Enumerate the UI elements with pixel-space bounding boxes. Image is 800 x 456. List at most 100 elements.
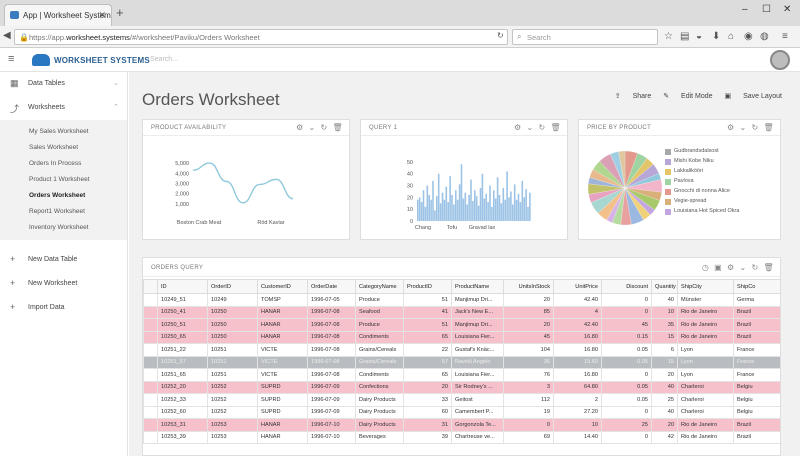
column-header[interactable]: OrderDate: [307, 279, 356, 294]
table-cell[interactable]: Charleroi: [677, 405, 734, 419]
table-cell[interactable]: 2: [553, 393, 602, 407]
table-cell[interactable]: 41: [403, 305, 452, 319]
table-cell[interactable]: SUPRD: [257, 405, 308, 419]
table-cell[interactable]: Dairy Products: [355, 405, 404, 419]
table-cell[interactable]: 10250_65: [157, 330, 208, 344]
table-cell[interactable]: 10253: [207, 430, 258, 444]
gear-icon[interactable]: ⚙: [727, 123, 735, 132]
table-cell[interactable]: 10252: [207, 393, 258, 407]
table-cell[interactable]: 6: [651, 343, 678, 357]
table-cell[interactable]: 76: [503, 368, 554, 382]
table-cell[interactable]: 10: [553, 418, 602, 432]
table-cell[interactable]: 1996-07-08: [307, 318, 356, 332]
table-row[interactable]: 10252_33 10252 SUPRD 1996-07-09 Dairy Produc…: [143, 393, 780, 407]
table-cell[interactable]: 1996-07-08: [307, 305, 356, 319]
table-cell[interactable]: Gorgonzola Te...: [451, 418, 504, 432]
table-cell[interactable]: Charleroi: [677, 393, 734, 407]
pocket-icon[interactable]: ◒: [696, 31, 703, 42]
home-icon[interactable]: ⌂: [728, 31, 735, 42]
table-cell[interactable]: Lyon: [677, 343, 734, 357]
table-cell[interactable]: Münster: [677, 293, 734, 307]
trash-icon[interactable]: 🗑: [550, 123, 561, 132]
table-cell[interactable]: 45: [601, 318, 652, 332]
table-cell[interactable]: 1996-07-08: [307, 343, 356, 357]
table-cell[interactable]: 4: [553, 305, 602, 319]
table-cell[interactable]: HANAR: [257, 330, 308, 344]
table-cell[interactable]: 104: [503, 343, 554, 357]
table-cell[interactable]: 20: [503, 318, 554, 332]
table-cell[interactable]: Rio de Janeiro: [677, 430, 734, 444]
row-selector[interactable]: [143, 318, 158, 332]
new-tab-icon[interactable]: +: [116, 5, 124, 20]
table-cell[interactable]: 45: [503, 330, 554, 344]
table-cell[interactable]: 20: [651, 418, 678, 432]
sidebar-subitem[interactable]: Report1 Worksheet: [29, 208, 85, 215]
table-cell[interactable]: Belgiu: [733, 405, 780, 419]
table-cell[interactable]: 0: [503, 418, 554, 432]
table-cell[interactable]: 40: [651, 380, 678, 394]
table-cell[interactable]: Belgiu: [733, 393, 780, 407]
hamburger-icon[interactable]: ≡: [8, 53, 15, 65]
table-cell[interactable]: Gustaf's Knäc...: [451, 343, 504, 357]
table-cell[interactable]: Confections: [355, 380, 404, 394]
table-cell[interactable]: Brazil: [733, 330, 780, 344]
chevron-down-icon[interactable]: ⌄: [739, 263, 747, 272]
row-selector[interactable]: [143, 330, 158, 344]
row-selector[interactable]: [143, 293, 158, 307]
trash-icon[interactable]: 🗑: [332, 123, 343, 132]
table-cell[interactable]: Chartreuse ve...: [451, 430, 504, 444]
table-cell[interactable]: 40: [651, 293, 678, 307]
close-window-icon[interactable]: ✕: [783, 4, 792, 15]
download-icon[interactable]: ⬇: [712, 31, 721, 42]
maximize-icon[interactable]: ☐: [762, 4, 771, 15]
sidebar-item-worksheets[interactable]: ⤴ Worksheets ⌃: [0, 96, 127, 120]
table-cell[interactable]: Beverages: [355, 430, 404, 444]
table-row[interactable]: 10251_65 10251 VICTE 1996-07-08 Condiments 65…: [143, 368, 780, 382]
sidebar-subitem[interactable]: Product 1 Worksheet: [29, 176, 90, 183]
clock-icon[interactable]: ◷: [701, 263, 710, 272]
sidebar-item-new-worksheet[interactable]: + New Worksheet: [0, 272, 127, 296]
save-layout-button[interactable]: ▣ Save Layout: [724, 93, 782, 100]
save-icon[interactable]: ▣: [714, 263, 723, 272]
table-cell[interactable]: France: [733, 355, 780, 369]
browser-tab[interactable]: App | Worksheet Systems ✕: [4, 4, 112, 26]
table-cell[interactable]: 10: [651, 305, 678, 319]
table-cell[interactable]: 20: [403, 380, 452, 394]
table-cell[interactable]: 25: [601, 418, 652, 432]
sidebar-subitem[interactable]: Sales Worksheet: [29, 144, 79, 151]
table-cell[interactable]: 15: [651, 330, 678, 344]
reload-icon[interactable]: ↻: [497, 31, 504, 40]
table-cell[interactable]: 33: [403, 393, 452, 407]
table-cell[interactable]: Louisiana Fier...: [451, 330, 504, 344]
row-selector[interactable]: [143, 355, 158, 369]
table-cell[interactable]: Rio de Janeiro: [677, 330, 734, 344]
table-cell[interactable]: Seafood: [355, 305, 404, 319]
table-cell[interactable]: 16.80: [553, 330, 602, 344]
sidebar-item-new-data-table[interactable]: + New Data Table: [0, 248, 127, 272]
table-cell[interactable]: 20: [503, 293, 554, 307]
sync-icon[interactable]: ◍: [760, 31, 769, 42]
table-cell[interactable]: Sir Rodney's ...: [451, 380, 504, 394]
table-cell[interactable]: 0.05: [601, 393, 652, 407]
table-cell[interactable]: Brazil: [733, 318, 780, 332]
table-cell[interactable]: Lyon: [677, 368, 734, 382]
column-header[interactable]: ID: [157, 279, 208, 294]
table-cell[interactable]: 36: [503, 355, 554, 369]
table-cell[interactable]: 10252: [207, 380, 258, 394]
table-cell[interactable]: 10251_22: [157, 343, 208, 357]
column-header[interactable]: CustomerID: [257, 279, 308, 294]
table-cell[interactable]: 10249: [207, 293, 258, 307]
table-cell[interactable]: 1996-07-09: [307, 393, 356, 407]
table-cell[interactable]: Lyon: [677, 355, 734, 369]
table-cell[interactable]: 112: [503, 393, 554, 407]
table-cell[interactable]: Louisiana Fier...: [451, 368, 504, 382]
row-selector[interactable]: [143, 393, 158, 407]
table-cell[interactable]: 10252_33: [157, 393, 208, 407]
table-cell[interactable]: 42.40: [553, 293, 602, 307]
table-cell[interactable]: 1996-07-09: [307, 380, 356, 394]
table-cell[interactable]: 10251: [207, 343, 258, 357]
table-cell[interactable]: 42: [651, 430, 678, 444]
table-cell[interactable]: 1996-07-05: [307, 293, 356, 307]
table-cell[interactable]: 0: [601, 293, 652, 307]
sidebar-subitem[interactable]: Inventory Worksheet: [29, 224, 89, 231]
